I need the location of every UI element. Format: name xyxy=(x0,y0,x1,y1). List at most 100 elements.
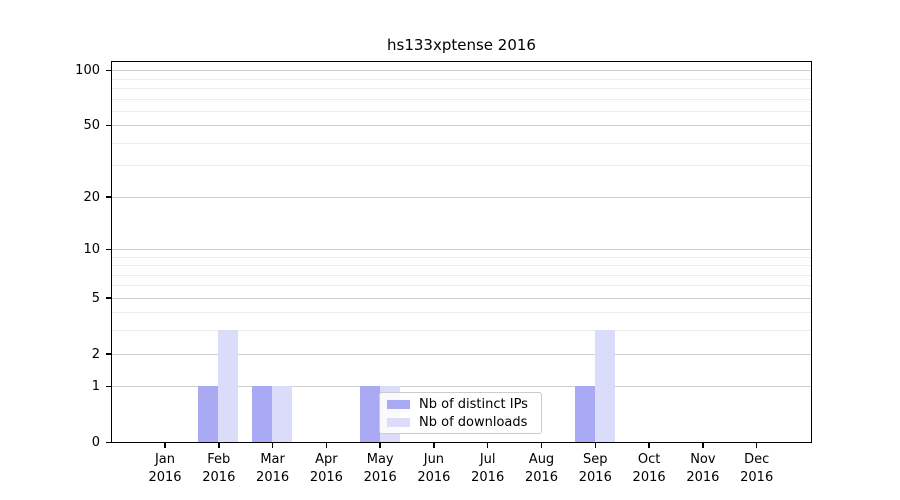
x-tick-label-month: Apr xyxy=(315,452,338,467)
bar-distinct-ips xyxy=(198,386,219,442)
y-tick-mark xyxy=(106,441,111,444)
x-tick-label-year: 2016 xyxy=(256,469,290,485)
gridline-major xyxy=(112,353,811,355)
y-tick-label: 0 xyxy=(91,435,100,450)
gridline-minor xyxy=(112,256,811,258)
y-tick-label: 2 xyxy=(91,346,100,362)
x-tick-label: Apr 2016 xyxy=(294,451,358,486)
gridline-major xyxy=(112,70,811,72)
gridline-major xyxy=(112,248,811,250)
x-tick-label-year: 2016 xyxy=(202,469,236,485)
x-tick-label: Jan 2016 xyxy=(133,451,197,486)
x-tick-label-month: Jun xyxy=(423,452,445,467)
x-tick-mark xyxy=(164,443,166,448)
gridline-minor xyxy=(112,330,811,332)
y-tick-mark xyxy=(106,297,111,299)
x-tick-label-month: Feb xyxy=(207,452,231,467)
x-tick-mark xyxy=(755,443,758,448)
x-tick-mark xyxy=(379,443,381,448)
x-tick-label-month: Oct xyxy=(637,452,661,467)
bar-downloads xyxy=(594,330,615,442)
x-tick-label: Sep 2016 xyxy=(563,451,627,486)
legend-swatch-downloads xyxy=(387,417,410,427)
y-tick-mark xyxy=(106,248,111,251)
x-tick-mark xyxy=(702,443,704,448)
x-tick-mark xyxy=(594,443,597,448)
x-tick-label: Feb 2016 xyxy=(187,451,251,486)
x-tick-label-year: 2016 xyxy=(524,469,559,485)
x-tick-label-month: Aug xyxy=(528,452,555,467)
gridline-minor xyxy=(112,110,811,112)
bar-distinct-ips xyxy=(252,386,273,442)
gridline-major xyxy=(112,386,811,388)
x-tick-label-year: 2016 xyxy=(632,469,666,485)
x-tick-label: Nov 2016 xyxy=(671,451,735,486)
y-tick-mark xyxy=(106,69,111,72)
x-tick-label: Jun 2016 xyxy=(402,451,466,486)
legend-label-distinct-ips: Nb of distinct IPs xyxy=(419,396,528,412)
x-tick-label: May 2016 xyxy=(348,451,412,486)
x-tick-label-month: Sep xyxy=(583,452,608,467)
legend: Nb of distinct IPs Nb of downloads xyxy=(379,392,542,434)
y-tick-mark xyxy=(106,124,111,127)
x-tick-label-month: Mar xyxy=(260,452,285,467)
x-tick-label-year: 2016 xyxy=(686,469,720,485)
bar-distinct-ips xyxy=(574,386,595,442)
gridline-minor xyxy=(112,285,811,287)
gridline-minor xyxy=(112,274,811,276)
bar-distinct-ips xyxy=(359,386,380,442)
x-tick-label-month: Nov xyxy=(690,452,716,467)
y-tick-label: 1 xyxy=(91,379,100,395)
y-tick-label: 20 xyxy=(83,189,100,205)
x-tick-label: Jul 2016 xyxy=(456,451,520,486)
y-tick-mark xyxy=(106,385,111,388)
x-tick-label-year: 2016 xyxy=(471,469,505,485)
gridline-minor xyxy=(112,78,811,80)
x-tick-label-year: 2016 xyxy=(740,469,774,485)
gridline-major xyxy=(112,125,811,127)
y-tick-mark xyxy=(106,196,111,198)
x-tick-label-month: May xyxy=(366,452,394,467)
x-tick-label-month: Jul xyxy=(479,452,496,467)
bar-downloads xyxy=(272,386,293,442)
plot-area: Nb of distinct IPs Nb of downloads xyxy=(111,61,812,443)
gridline-minor xyxy=(112,312,811,314)
x-tick-label-month: Jan xyxy=(154,452,176,467)
bar-downloads xyxy=(218,330,239,442)
y-tick-label: 5 xyxy=(91,290,100,306)
gridline-minor xyxy=(112,142,811,144)
gridline-minor xyxy=(112,165,811,167)
gridline-minor xyxy=(112,98,811,100)
x-tick-mark xyxy=(325,443,328,448)
y-tick-label: 50 xyxy=(83,118,100,134)
x-tick-label: Dec 2016 xyxy=(725,451,789,486)
x-tick-label-year: 2016 xyxy=(148,469,182,485)
y-tick-label: 100 xyxy=(75,63,100,79)
legend-row-distinct-ips: Nb of distinct IPs xyxy=(387,398,541,411)
chart-title: hs133xptense 2016 xyxy=(387,36,536,54)
gridline-major xyxy=(112,297,811,299)
x-tick-mark xyxy=(271,443,274,448)
x-tick-mark xyxy=(218,443,220,448)
x-tick-mark xyxy=(486,443,489,448)
x-tick-label: Oct 2016 xyxy=(617,451,681,486)
legend-swatch-distinct-ips xyxy=(387,399,410,409)
x-tick-label: Mar 2016 xyxy=(241,451,305,486)
legend-row-downloads: Nb of downloads xyxy=(387,416,541,429)
x-tick-label-month: Dec xyxy=(744,452,770,467)
x-tick-label-year: 2016 xyxy=(363,469,397,485)
x-tick-label: Aug 2016 xyxy=(510,451,574,486)
gridline-major xyxy=(112,196,811,198)
gridline-minor xyxy=(112,88,811,89)
x-tick-mark xyxy=(433,443,435,448)
gridline-minor xyxy=(112,265,811,266)
x-tick-label-year: 2016 xyxy=(309,469,343,485)
x-tick-mark xyxy=(648,443,650,448)
x-tick-label-year: 2016 xyxy=(417,469,451,485)
legend-label-downloads: Nb of downloads xyxy=(419,414,528,430)
x-tick-label-year: 2016 xyxy=(578,469,612,485)
y-tick-label: 10 xyxy=(83,241,100,257)
x-tick-mark xyxy=(540,443,543,448)
y-tick-mark xyxy=(106,353,111,355)
